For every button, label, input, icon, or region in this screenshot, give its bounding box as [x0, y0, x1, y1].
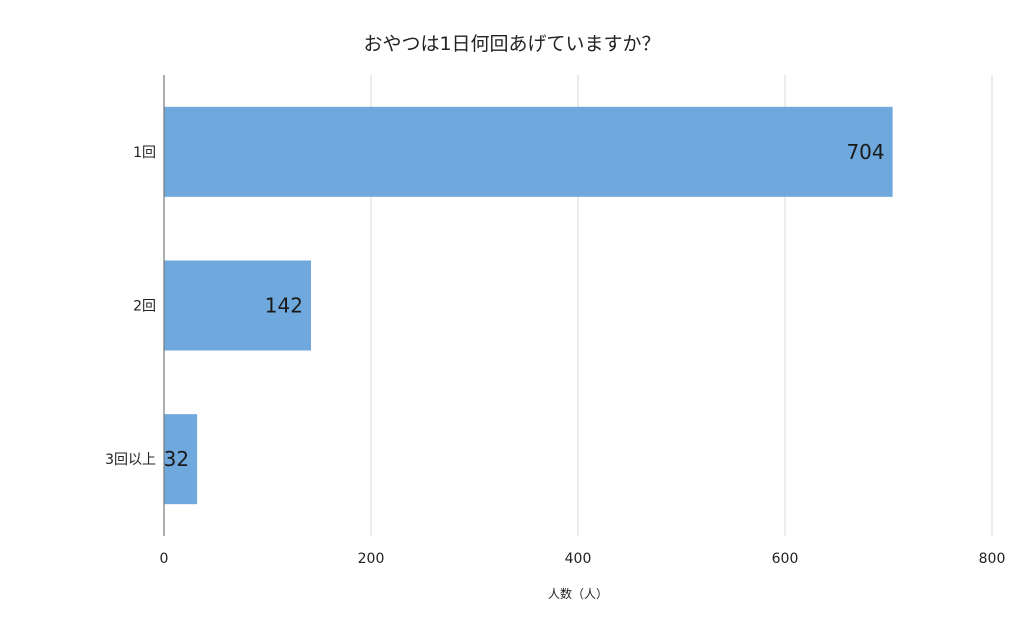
x-tick-label: 200: [358, 551, 385, 567]
bar: [164, 106, 893, 197]
data-label: 32: [164, 447, 189, 471]
x-tick-label: 400: [565, 551, 592, 567]
category-label: 2回: [133, 299, 156, 315]
x-axis-title: 人数（人）: [548, 586, 608, 601]
bars: [164, 106, 893, 505]
bar: [164, 260, 311, 351]
x-tick-label: 0: [160, 551, 169, 567]
category-label: 1回: [133, 145, 156, 161]
x-tick-labels: 0 200 400 600 800: [160, 551, 1006, 567]
bar: [164, 414, 198, 505]
category-label: 3回以上: [105, 452, 156, 468]
chart-title: おやつは1日何回あげていますか？: [363, 33, 660, 55]
x-tick-label: 800: [979, 551, 1006, 567]
x-tick-label: 600: [772, 551, 799, 567]
data-label: 704: [846, 140, 884, 164]
category-labels: 1回 2回 3回以上: [105, 145, 156, 468]
data-labels: 704 142 32: [164, 140, 885, 471]
data-label: 142: [265, 294, 303, 318]
